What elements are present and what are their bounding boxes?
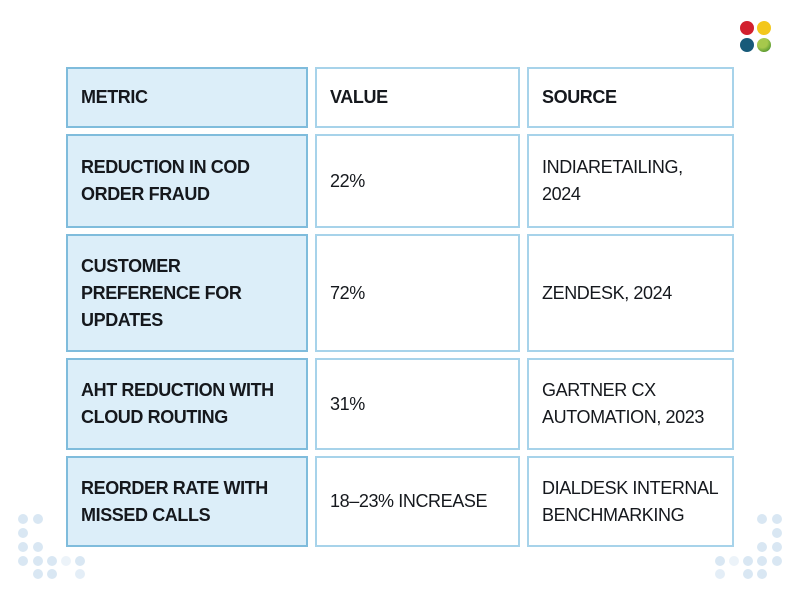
decor-dot [715, 556, 725, 566]
decor-dot [757, 569, 767, 579]
decor-dot [743, 556, 753, 566]
decor-dot [772, 528, 782, 538]
decor-dot [18, 556, 28, 566]
decor-dot [729, 556, 739, 566]
logo-dot-green-icon [757, 38, 771, 52]
decor-dot [757, 556, 767, 566]
decor-dot [18, 542, 28, 552]
metric-cell-row1: REDUCTION IN COD ORDER FRAUD [66, 134, 308, 228]
col-header-source: SOURCE [527, 67, 734, 128]
metrics-table: METRIC VALUE SOURCE REDUCTION IN COD ORD… [66, 67, 734, 547]
source-cell-row3: GARTNER CX AUTOMATION, 2023 [527, 358, 734, 450]
decor-dot [18, 514, 28, 524]
four-dots-logo [740, 21, 771, 52]
decor-dot [33, 542, 43, 552]
value-cell-row4: 18–23% INCREASE [315, 456, 520, 547]
decor-dot [75, 556, 85, 566]
value-cell-row2: 72% [315, 234, 520, 352]
decor-dot [18, 528, 28, 538]
decor-dot [715, 569, 725, 579]
logo-dot-yellow-icon [757, 21, 771, 35]
decor-dot [757, 542, 767, 552]
decor-dot [772, 556, 782, 566]
decor-dot [33, 569, 43, 579]
decor-dot [757, 514, 767, 524]
metric-cell-row2: CUSTOMER PREFERENCE FOR UPDATES [66, 234, 308, 352]
logo-dot-red-icon [740, 21, 754, 35]
decor-dot [33, 514, 43, 524]
source-cell-row4: DIALDESK INTERNAL BENCHMARKING [527, 456, 734, 547]
decor-dot [772, 542, 782, 552]
decor-dot [33, 556, 43, 566]
decor-dot [61, 556, 71, 566]
col-header-value: VALUE [315, 67, 520, 128]
decor-dot [772, 514, 782, 524]
decor-dot [47, 569, 57, 579]
source-cell-row1: INDIARETAILING, 2024 [527, 134, 734, 228]
col-header-metric: METRIC [66, 67, 308, 128]
source-cell-row2: ZENDESK, 2024 [527, 234, 734, 352]
logo-dot-blue-icon [740, 38, 754, 52]
metric-cell-row3: AHT REDUCTION WITH CLOUD ROUTING [66, 358, 308, 450]
value-cell-row1: 22% [315, 134, 520, 228]
metric-cell-row4: REORDER RATE WITH MISSED CALLS [66, 456, 308, 547]
decor-dot [75, 569, 85, 579]
value-cell-row3: 31% [315, 358, 520, 450]
decor-dot [743, 569, 753, 579]
decor-dot [47, 556, 57, 566]
